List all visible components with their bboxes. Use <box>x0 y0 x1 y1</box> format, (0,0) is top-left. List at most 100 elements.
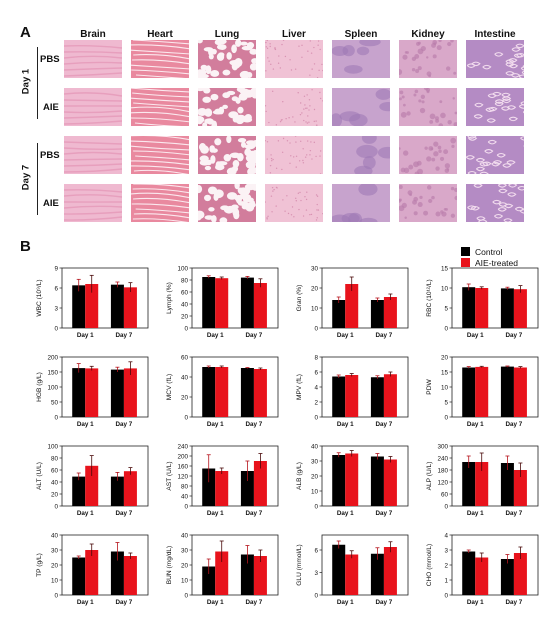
y-tick-label: 10 <box>51 577 59 584</box>
y-tick-label: 0 <box>54 414 58 421</box>
y-axis-label: RBC (10¹²/L) <box>426 279 433 316</box>
x-tick-label: Day 7 <box>376 510 393 517</box>
chart-frame <box>61 445 149 507</box>
histology-intestine-pbs-day1 <box>466 40 524 78</box>
y-tick-label: 20 <box>311 285 319 292</box>
y-tick-label: 3 <box>314 570 318 577</box>
legend-control-label: Control <box>475 246 503 257</box>
chart-9: 0 40 80 120 160 200 240 AST (U/L) Day 1 Day 7 <box>166 443 279 517</box>
histology-intestine-aie-day1 <box>466 88 524 126</box>
bar-aie-treated-day7 <box>383 547 397 595</box>
histology-intestine-pbs-day7 <box>466 136 524 174</box>
y-tick-label: 10 <box>441 384 449 391</box>
y-axis-label: GLU (mmol/L) <box>296 544 303 585</box>
chart-0: 0 3 6 9 WBC (10⁹/L) Day 1 Day 7 <box>36 265 149 339</box>
chart-legend: Control AIE-treated <box>461 246 518 268</box>
y-tick-label: 160 <box>177 463 188 470</box>
bar-control-day1 <box>462 551 476 595</box>
y-axis-label: TP (g/L) <box>36 553 43 577</box>
y-tick-label: 50 <box>51 399 59 406</box>
chart-frame <box>451 267 539 329</box>
organ-label-lung: Lung <box>214 29 240 40</box>
bar-control-day1 <box>332 300 346 328</box>
bar-aie-treated-day7 <box>513 367 527 417</box>
chart-5: 0 20 40 60 MCV (fL) Day 1 Day 7 <box>166 354 279 428</box>
y-tick-label: 8 <box>314 354 318 361</box>
y-tick-label: 40 <box>311 443 319 450</box>
y-tick-label: 30 <box>51 547 59 554</box>
y-tick-label: 150 <box>47 369 58 376</box>
y-tick-label: 10 <box>441 285 449 292</box>
chart-11: 0 60 120 180 240 300 ALP (U/L) Day 1 Day 7 <box>426 443 539 517</box>
scale-bar-label: 100 μm <box>508 227 522 232</box>
bar-control-day1 <box>332 376 346 417</box>
x-tick-label: Day 7 <box>246 332 263 339</box>
day1-bracket <box>37 47 38 119</box>
bar-control-day1 <box>202 468 216 506</box>
histology-kidney-aie-day1 <box>399 88 457 126</box>
x-tick-label: Day 1 <box>77 599 94 606</box>
y-tick-label: 30 <box>181 547 189 554</box>
condition-label-pbs: PBS <box>40 150 60 161</box>
bar-control-day7 <box>240 471 254 506</box>
organ-label-kidney: Kidney <box>411 29 445 40</box>
y-tick-label: 240 <box>177 443 188 450</box>
bar-control-day1 <box>332 544 346 595</box>
y-tick-label: 0 <box>314 503 318 510</box>
chart-15: 0 1 2 3 4 CHO (mmol/L) Day 1 Day 7 <box>426 532 539 606</box>
histology-lung-pbs-day1 <box>198 40 256 78</box>
chart-10: 0 10 20 30 40 ALB (g/L) Day 1 Day 7 <box>296 443 409 517</box>
y-tick-label: 120 <box>177 473 188 480</box>
y-tick-label: 9 <box>54 265 58 272</box>
chart-frame <box>61 267 149 329</box>
bar-aie-treated-day1 <box>475 557 489 595</box>
legend-aie-swatch <box>461 258 470 267</box>
histology-spleen-aie-day7 <box>332 184 390 222</box>
y-tick-label: 0 <box>444 414 448 421</box>
bar-aie-treated-day7 <box>253 283 267 328</box>
bar-control-day7 <box>110 369 124 417</box>
y-tick-label: 3 <box>54 305 58 312</box>
y-tick-label: 15 <box>441 265 449 272</box>
bar-control-day1 <box>202 566 216 595</box>
bar-aie-treated-day7 <box>123 556 137 595</box>
histology-brain-aie-day1 <box>64 88 122 126</box>
y-tick-label: 20 <box>181 394 189 401</box>
x-tick-label: Day 7 <box>246 599 263 606</box>
bar-aie-treated-day1 <box>215 278 229 328</box>
x-tick-label: Day 7 <box>506 332 523 339</box>
y-tick-label: 2 <box>314 399 318 406</box>
y-tick-label: 40 <box>181 374 189 381</box>
y-tick-label: 10 <box>181 577 189 584</box>
histology-liver-aie-day1 <box>265 88 323 126</box>
x-tick-label: Day 1 <box>207 421 224 428</box>
y-tick-label: 0 <box>54 325 58 332</box>
legend-control-swatch <box>461 247 470 256</box>
bar-control-day1 <box>462 367 476 417</box>
bar-control-day7 <box>240 554 254 595</box>
organ-label-brain: Brain <box>80 29 106 40</box>
bar-control-day7 <box>370 553 384 595</box>
bar-control-day7 <box>110 476 124 506</box>
bar-control-day7 <box>110 284 124 328</box>
x-tick-label: Day 7 <box>116 332 133 339</box>
condition-label-pbs: PBS <box>40 54 60 65</box>
bar-aie-treated-day7 <box>123 287 137 328</box>
x-tick-label: Day 1 <box>337 510 354 517</box>
y-axis-label: ALP (U/L) <box>426 462 433 491</box>
organ-label-heart: Heart <box>147 29 173 40</box>
histology-heart-pbs-day1 <box>131 40 189 78</box>
y-axis-label: PDW <box>426 379 433 395</box>
bar-aie-treated-day7 <box>383 374 397 417</box>
y-tick-label: 80 <box>181 277 189 284</box>
y-tick-label: 10 <box>311 305 319 312</box>
y-tick-label: 6 <box>314 369 318 376</box>
bar-control-day1 <box>462 287 476 328</box>
bar-control-day1 <box>72 368 86 417</box>
bar-control-day1 <box>332 455 346 506</box>
x-tick-label: Day 1 <box>467 599 484 606</box>
y-tick-label: 10 <box>311 488 319 495</box>
bar-aie-treated-day7 <box>253 369 267 417</box>
y-tick-label: 0 <box>444 325 448 332</box>
